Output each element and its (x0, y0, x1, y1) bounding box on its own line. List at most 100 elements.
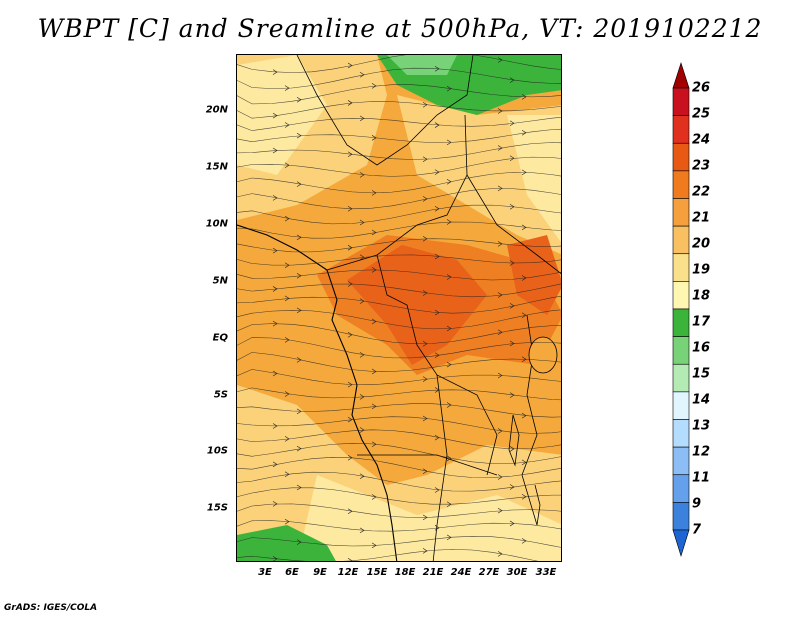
streamline-arrow (284, 471, 290, 477)
colorbar-segment (672, 115, 690, 144)
colorbar-label-19: 19 (692, 262, 711, 278)
lon-label-33E: 33E (535, 567, 557, 578)
lake-tanganyika (508, 414, 520, 467)
streamline (237, 283, 561, 298)
streamline-arrow (272, 556, 278, 561)
streamline-arrow (272, 195, 278, 201)
colorbar-segment (672, 474, 690, 503)
colorbar-label-13: 13 (692, 418, 711, 434)
streamline-arrow (347, 558, 353, 561)
lon-label-3E: 3E (258, 567, 272, 578)
streamline (237, 457, 561, 478)
lon-label-12E: 12E (337, 567, 359, 578)
streamline (237, 536, 561, 548)
streamline-arrow (359, 219, 365, 226)
chart-title: WBPT [C] and Sreamline at 500hPa, VT: 20… (37, 14, 763, 43)
streamline-arrow (434, 169, 440, 175)
streamline-arrow (272, 112, 278, 119)
colorbar-label-26: 26 (692, 80, 711, 96)
streamline-arrow (434, 525, 440, 531)
colorbar-label-7: 7 (692, 522, 702, 538)
coastline-west (237, 224, 398, 561)
streamline-arrow (359, 71, 365, 78)
colorbar-segment (672, 419, 690, 448)
streamline-arrow (446, 455, 452, 462)
streamline (237, 503, 561, 518)
streamline-arrow (272, 320, 278, 327)
streamline-arrow (272, 423, 278, 429)
streamline-arrow (434, 65, 440, 72)
streamline-arrow (497, 551, 503, 557)
colorbar-segment (672, 363, 690, 393)
streamline-arrow (497, 507, 503, 514)
streamline-arrow (521, 169, 527, 176)
streamline (237, 55, 561, 73)
streamline-arrow (521, 459, 527, 466)
streamline-arrow (509, 204, 515, 210)
lake-victoria (528, 336, 558, 374)
field-northwest-pale (237, 55, 327, 175)
lat-label-EQ: EQ (212, 332, 228, 344)
colorbar-segment (672, 281, 690, 310)
streamline-arrow (509, 260, 515, 266)
colorbar-label-23: 23 (692, 158, 711, 174)
colorbar-segment (672, 253, 690, 282)
streamline-arrow (347, 100, 353, 106)
streamline-arrow (284, 162, 290, 168)
colorbar-segment (672, 225, 690, 255)
streamline-arrow (371, 441, 377, 447)
streamline-arrow (359, 473, 365, 480)
border-line-3 (376, 254, 498, 476)
streamline-arrow (296, 132, 302, 139)
field-north-lightgreen (387, 55, 457, 75)
colorbar-segment (672, 446, 690, 476)
streamline-arrow (347, 151, 353, 158)
streamline-arrow (434, 122, 440, 128)
streamline-arrow (296, 357, 302, 363)
streamline-arrow (284, 295, 290, 302)
streamline-arrow (497, 292, 503, 298)
streamline-arrow (272, 286, 278, 292)
streamline-arrow (509, 155, 515, 162)
streamline-arrow (359, 298, 365, 304)
streamline-arrow (422, 548, 428, 554)
streamline-arrow (509, 392, 515, 398)
streamline-arrow (272, 461, 278, 468)
streamline-arrow (359, 172, 365, 178)
streamline-arrow (446, 219, 452, 225)
streamline-arrow (296, 234, 302, 241)
streamline-arrow (521, 224, 527, 231)
streamline-arrow (296, 539, 302, 545)
lon-label-24E: 24E (450, 567, 472, 578)
border-line-4 (466, 174, 561, 274)
colorbar-label-9: 9 (692, 496, 702, 512)
colorbar-segment (672, 170, 690, 199)
colorbar-segment (672, 308, 690, 337)
map-panel[interactable] (236, 54, 562, 562)
streamline-arrow (497, 108, 503, 114)
streamline-arrow (371, 83, 377, 89)
footer-credit: GrADS: IGES/COLA (4, 603, 98, 613)
streamline-arrow (284, 122, 290, 128)
streamline-arrow (422, 341, 428, 347)
colorbar-segment (672, 87, 690, 116)
colorbar-label-14: 14 (692, 392, 711, 408)
streamline-arrow (347, 416, 353, 423)
streamline-arrow (422, 101, 428, 108)
lon-label-18E: 18E (394, 567, 416, 578)
lat-label-10N: 10N (205, 218, 228, 230)
streamline-arrow (446, 534, 452, 541)
lat-label-20N: 20N (205, 104, 228, 116)
colorbar-top-arrow (672, 62, 690, 89)
streamline-arrow (371, 403, 377, 410)
streamline-arrow (521, 356, 527, 363)
streamline-arrow (521, 538, 527, 544)
colorbar-label-15: 15 (692, 366, 711, 382)
streamline (237, 188, 561, 210)
colorbar-label-16: 16 (692, 340, 711, 356)
streamline-arrow (284, 518, 290, 525)
streamline-arrow (521, 94, 527, 100)
streamlines (237, 55, 561, 561)
streamline-arrow (272, 501, 278, 507)
streamline-arrow (509, 484, 515, 490)
